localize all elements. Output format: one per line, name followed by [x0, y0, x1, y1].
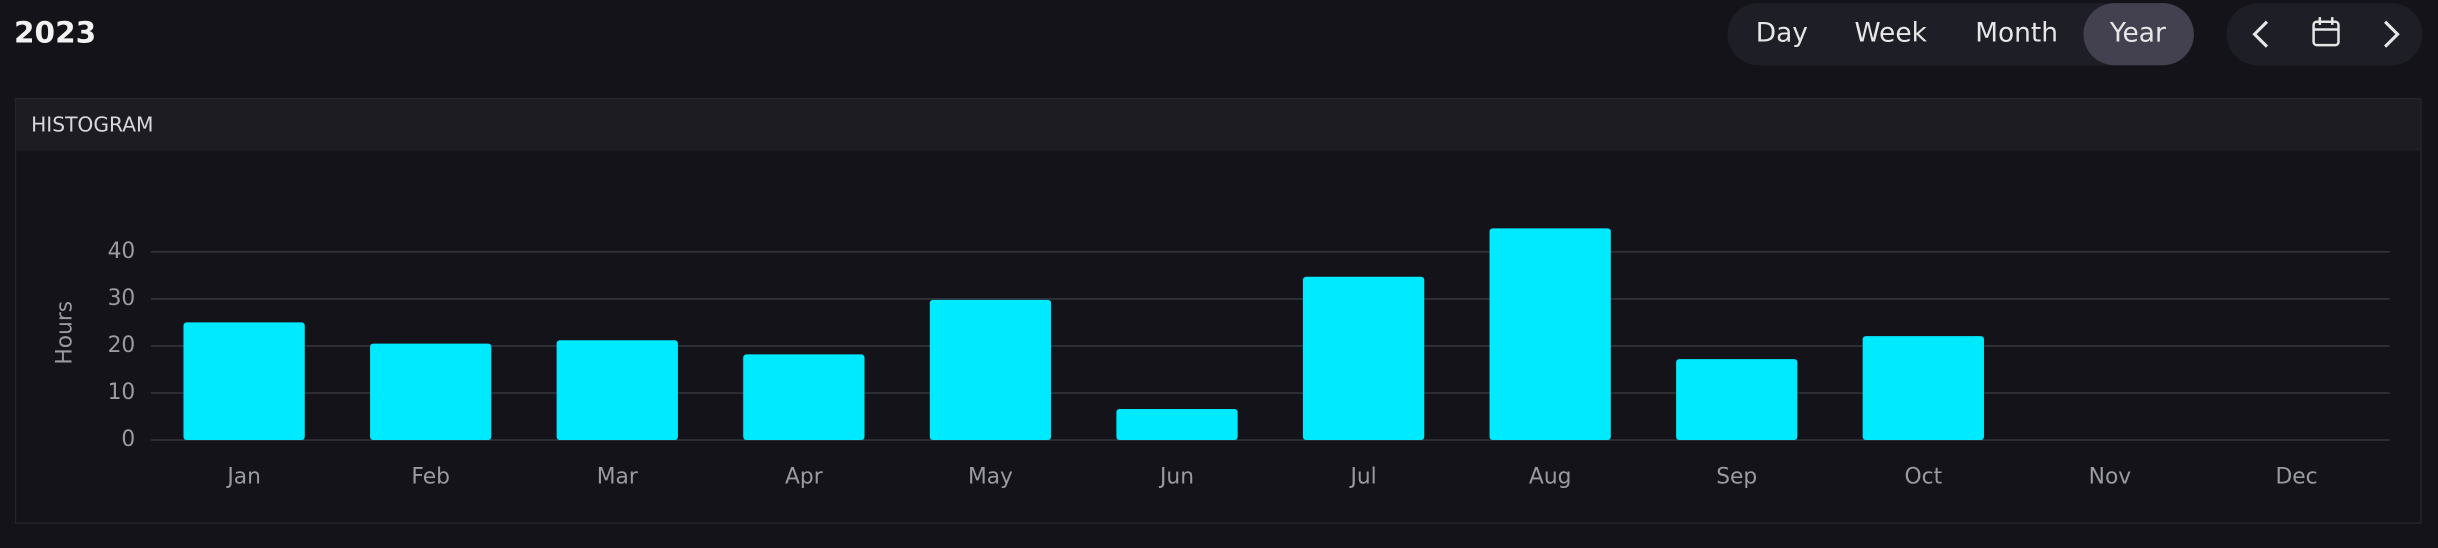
panel-title: HISTOGRAM: [31, 112, 153, 136]
x-tick-label: Jul: [1348, 464, 1376, 489]
x-tick-label: May: [968, 464, 1013, 489]
x-tick-label: Jun: [1158, 464, 1194, 489]
page-title: 2023: [14, 16, 96, 50]
range-button[interactable]: Day: [1756, 18, 1808, 49]
x-tick-label: Nov: [2089, 464, 2132, 489]
x-tick-label: Dec: [2275, 464, 2317, 489]
bar: [743, 354, 865, 441]
panel: [14, 97, 2422, 524]
bar: [370, 343, 492, 441]
panel-header: [16, 99, 2421, 151]
range-button-selected[interactable]: [2083, 3, 2194, 66]
plot: 0 10 20 30 40 Jan Feb Mar Apr May Jun Jul Aug Sep Oct N…: [108, 228, 2390, 489]
bar: [1116, 408, 1238, 441]
y-tick-label: 10: [108, 380, 136, 405]
range-button[interactable]: Year: [2109, 18, 2166, 49]
bar: [929, 299, 1052, 441]
prev-button[interactable]: [2252, 20, 2269, 48]
x-tick-label: Mar: [597, 464, 638, 489]
y-tick-label: 30: [108, 286, 136, 311]
y-axis-label: Hours: [52, 301, 77, 365]
y-tick-label: 20: [108, 333, 136, 358]
range-button[interactable]: Week: [1854, 18, 1927, 49]
nav-group: [2226, 3, 2423, 66]
range-button[interactable]: Month: [1975, 18, 2058, 49]
x-tick-label: Apr: [785, 464, 823, 489]
bar: [556, 340, 678, 441]
bar: [183, 322, 305, 441]
bar: [1489, 228, 1611, 441]
x-tick-label: Oct: [1905, 464, 1943, 489]
range-group: [1727, 3, 2194, 66]
x-tick-label: Jan: [225, 464, 261, 489]
y-tick-label: 40: [108, 239, 136, 264]
next-button[interactable]: [2384, 20, 2400, 48]
calendar-button[interactable]: [2312, 17, 2340, 47]
y-tick-label: 0: [121, 427, 135, 452]
bar: [1862, 336, 1984, 441]
x-tick-label: Sep: [1716, 464, 1757, 489]
bar: [1676, 359, 1798, 441]
range-buttons: Day Week Month Year: [1756, 3, 2194, 66]
x-tick-label: Aug: [1529, 464, 1571, 489]
bar: [1302, 276, 1425, 441]
x-tick-label: Feb: [411, 464, 450, 489]
